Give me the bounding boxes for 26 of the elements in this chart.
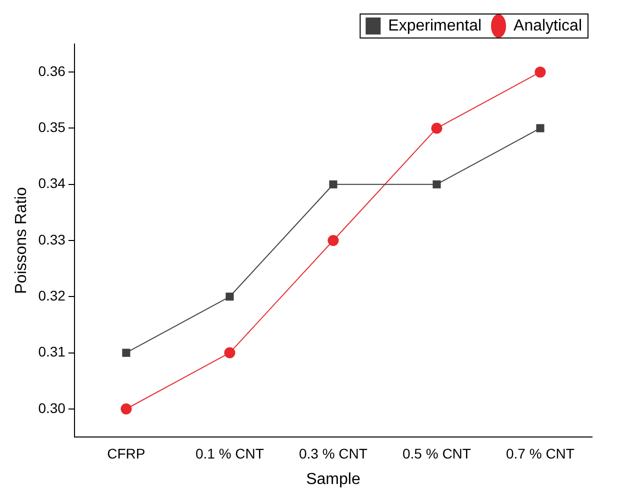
y-tick-label: 0.34	[38, 175, 66, 192]
point	[120, 403, 132, 414]
legend-label: Analytical	[514, 17, 582, 34]
point	[224, 347, 236, 358]
point	[122, 348, 130, 357]
point	[328, 235, 339, 246]
x-tick-label: 0.5 % CNT	[402, 445, 472, 462]
x-tick-label: CFRP	[107, 445, 146, 462]
x-tick-label: 0.7 % CNT	[506, 445, 575, 462]
point	[226, 292, 234, 301]
point	[431, 122, 442, 134]
point	[534, 66, 546, 78]
y-tick-label: 0.30	[38, 400, 66, 416]
x-tick-label: 0.3 % CNT	[298, 445, 368, 462]
x-tick-label: 0.1 % CNT	[195, 445, 264, 462]
y-tick-label: 0.36	[38, 62, 66, 79]
y-tick-label: 0.31	[38, 344, 66, 360]
y-tick-label: 0.33	[38, 231, 66, 248]
y-tick-label: 0.35	[38, 119, 66, 136]
point	[329, 180, 338, 188]
x-axis-title: Sample	[306, 470, 360, 488]
legend-label: Experimental	[388, 17, 482, 34]
y-tick-label: 0.32	[38, 288, 66, 304]
y-axis-title: Poissons Ratio	[13, 187, 30, 294]
point	[536, 124, 544, 132]
point	[432, 180, 441, 188]
